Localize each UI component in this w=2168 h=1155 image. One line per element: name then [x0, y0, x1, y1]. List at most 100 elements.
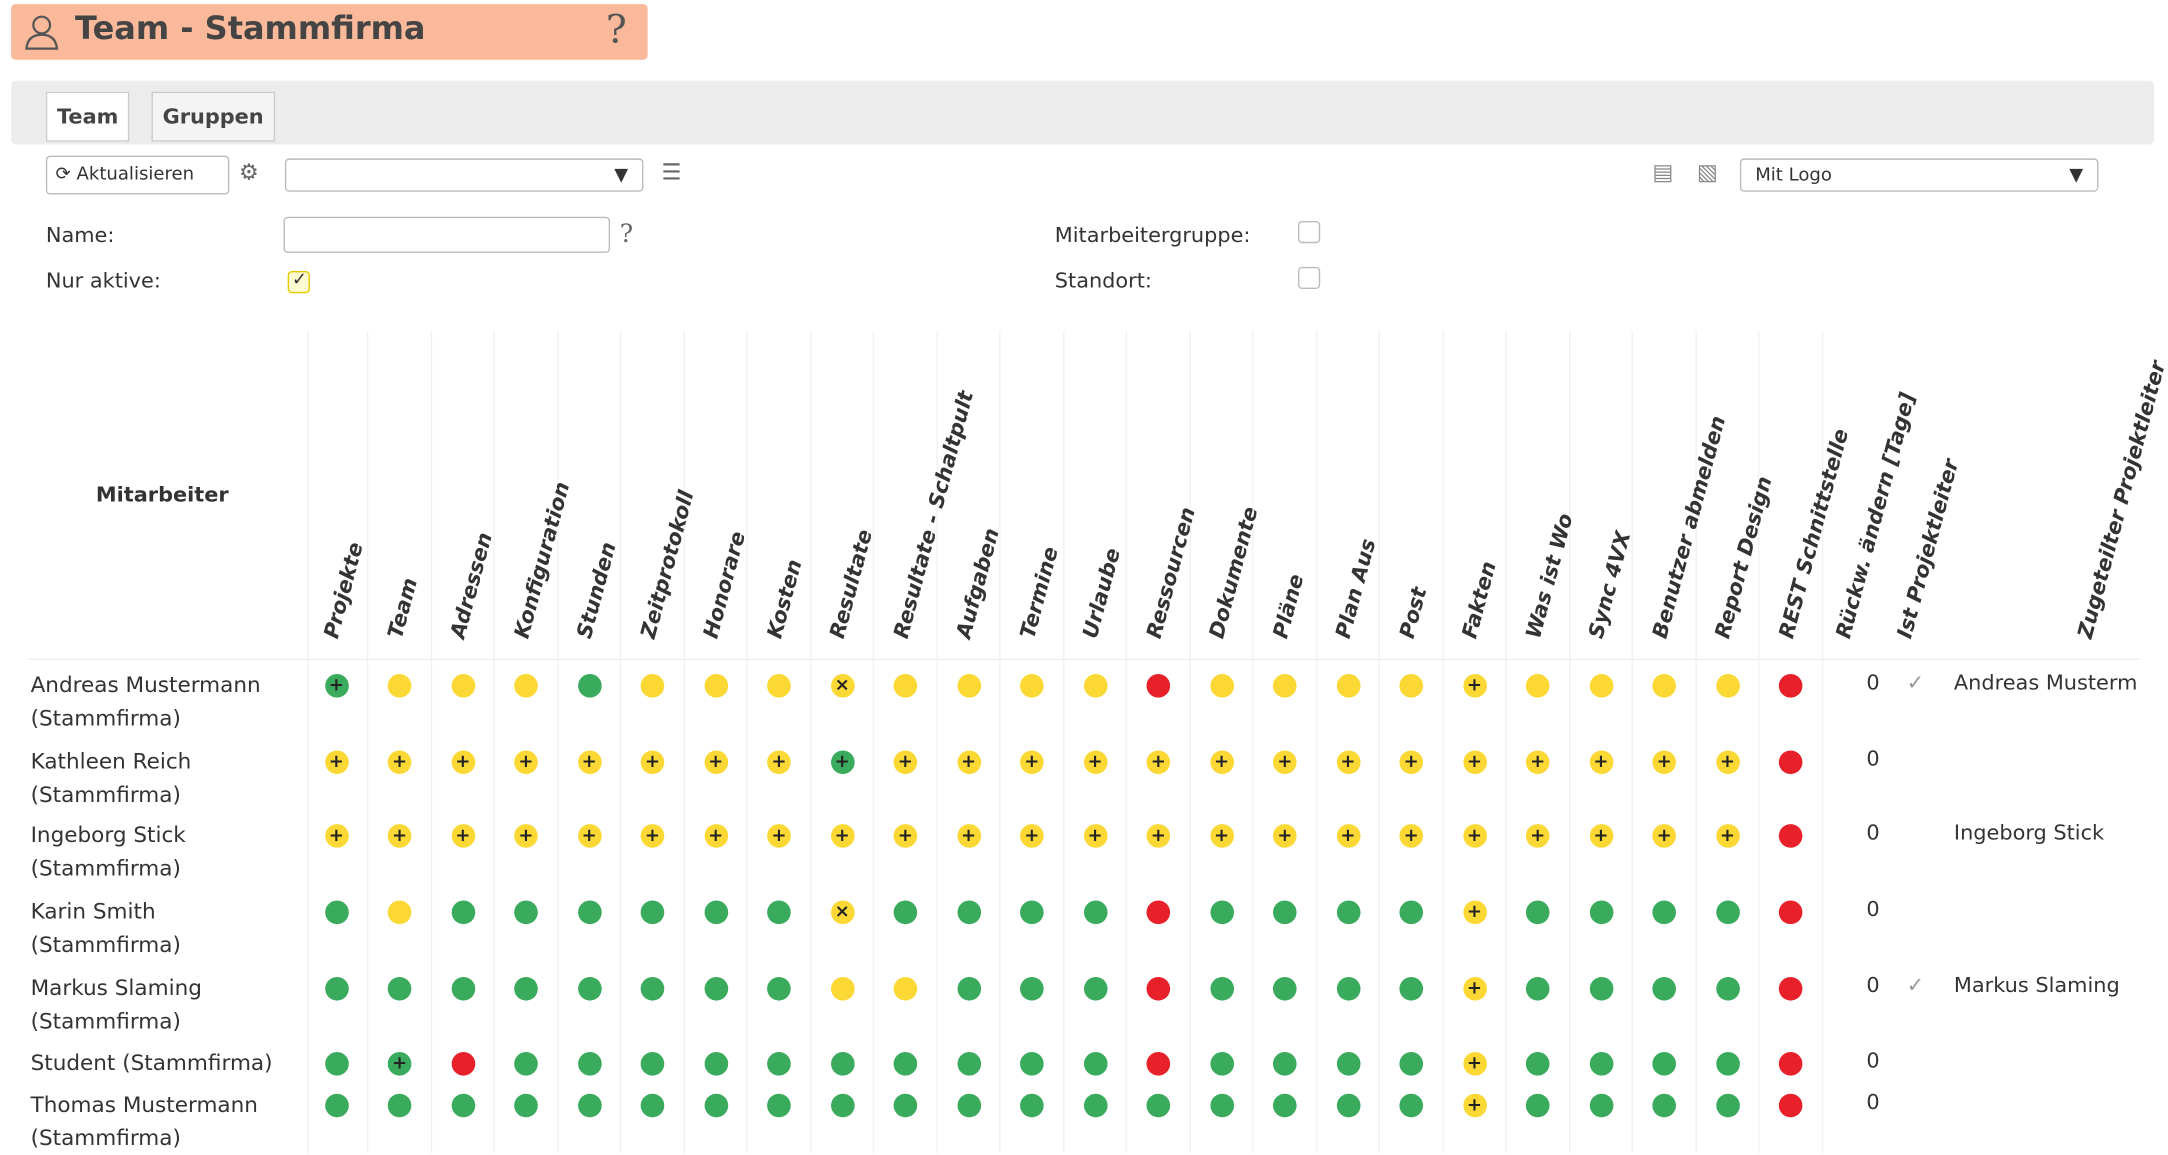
- settings-icon[interactable]: ⚙: [239, 158, 259, 185]
- status-dot: [703, 899, 728, 924]
- status-dot: [640, 899, 665, 924]
- status-dot: [1589, 1051, 1613, 1075]
- days-value: 0: [1866, 896, 1880, 922]
- refresh-button[interactable]: ⟳ Aktualisieren: [45, 155, 230, 195]
- status-dot: +: [1083, 823, 1107, 848]
- status-dot: [450, 899, 475, 924]
- column-divider: [1505, 330, 1507, 1154]
- status-dot: [1399, 673, 1424, 697]
- column-divider: [1631, 330, 1633, 1154]
- status-dot: +: [1462, 1051, 1487, 1075]
- status-dot: [1083, 899, 1107, 924]
- status-dot: +: [640, 823, 665, 848]
- status-dot: [703, 673, 728, 697]
- status-dot: [1399, 1051, 1424, 1075]
- days-value: 0: [1866, 1089, 1880, 1115]
- days-value: 0: [1866, 819, 1880, 845]
- status-dot: [1272, 673, 1297, 697]
- status-dot: +: [514, 749, 538, 774]
- pdf-icon[interactable]: ▧: [1696, 158, 1718, 185]
- status-dot: +: [1589, 823, 1613, 848]
- status-dot: [1778, 1092, 1803, 1117]
- status-dot: +: [767, 823, 791, 848]
- status-dot: [1778, 673, 1803, 697]
- assigned-manager: Ingeborg Stick: [1953, 819, 2105, 845]
- status-dot: [640, 673, 665, 697]
- column-divider: [1125, 330, 1128, 1154]
- name-input[interactable]: [283, 216, 611, 253]
- status-dot: [577, 1051, 602, 1075]
- export-icon[interactable]: ▤: [1652, 158, 1674, 185]
- column-divider: [307, 330, 309, 1154]
- status-dot: [514, 1051, 538, 1075]
- column-divider: [999, 330, 1001, 1154]
- export-select[interactable]: Mit Logo ▼: [1739, 158, 2099, 192]
- status-dot: +: [324, 673, 349, 697]
- status-dot: [1399, 976, 1424, 1000]
- checkbox[interactable]: [1297, 220, 1321, 244]
- status-dot: [1336, 1051, 1360, 1075]
- checkbox[interactable]: ✓: [287, 270, 310, 294]
- days-value: 0: [1866, 669, 1880, 695]
- tab-bar: [11, 80, 2155, 145]
- status-dot: [1525, 976, 1550, 1000]
- status-dot: [514, 976, 538, 1000]
- status-dot: [450, 976, 475, 1000]
- column-divider: [619, 330, 622, 1154]
- column-divider: [809, 330, 811, 1154]
- days-value: 0: [1866, 972, 1880, 998]
- status-dot: [1020, 1092, 1044, 1117]
- column-divider: [1821, 330, 1823, 1154]
- status-dot: +: [1083, 749, 1107, 774]
- status-dot: [577, 673, 602, 697]
- status-dot: [577, 899, 602, 924]
- help-icon[interactable]: ?: [619, 219, 634, 249]
- status-dot: +: [1209, 749, 1234, 774]
- column-divider: [366, 330, 369, 1154]
- status-dot: +: [893, 823, 918, 848]
- status-dot: [1525, 673, 1550, 697]
- status-dot: +: [1209, 823, 1234, 848]
- status-dot: +: [1462, 1092, 1487, 1117]
- status-dot: [1652, 976, 1676, 1000]
- status-dot: ×: [830, 673, 854, 697]
- status-dot: [324, 1092, 349, 1117]
- status-dot: [387, 673, 412, 697]
- status-dot: [1652, 1092, 1676, 1117]
- filter-label: Mitarbeitergruppe:: [1054, 222, 1251, 248]
- status-dot: +: [830, 749, 854, 774]
- status-dot: [1083, 673, 1107, 697]
- status-dot: +: [1020, 823, 1044, 848]
- tab[interactable]: Gruppen: [151, 91, 275, 142]
- status-dot: [387, 976, 412, 1000]
- status-dot: +: [1146, 749, 1171, 774]
- status-dot: [387, 899, 412, 924]
- status-dot: +: [1272, 823, 1297, 848]
- status-dot: +: [1462, 673, 1487, 697]
- tab[interactable]: Team: [45, 91, 130, 142]
- status-dot: +: [1525, 749, 1550, 774]
- status-dot: [1652, 673, 1676, 697]
- status-dot: [1272, 976, 1297, 1000]
- status-dot: [514, 1092, 538, 1117]
- status-dot: [703, 976, 728, 1000]
- status-dot: +: [1146, 823, 1171, 848]
- status-dot: [1525, 899, 1550, 924]
- status-dot: [577, 1092, 602, 1117]
- filter-icon[interactable]: ☰: [661, 158, 682, 185]
- status-dot: [1399, 899, 1424, 924]
- status-dot: [1272, 899, 1297, 924]
- status-dot: [1525, 1051, 1550, 1075]
- column-divider: [1378, 330, 1380, 1154]
- employee-name: Karin Smith (Stammfirma): [30, 899, 181, 958]
- status-dot: [1146, 1051, 1171, 1075]
- status-dot: +: [1336, 823, 1360, 848]
- status-dot: +: [1336, 749, 1360, 774]
- employee-name: Markus Slaming (Stammfirma): [30, 975, 202, 1034]
- checkbox[interactable]: [1297, 266, 1321, 290]
- help-icon[interactable]: ?: [605, 6, 627, 53]
- status-dot: [1589, 976, 1613, 1000]
- status-dot: [1525, 1092, 1550, 1117]
- status-dot: [893, 1092, 918, 1117]
- view-select[interactable]: ▼: [284, 158, 644, 192]
